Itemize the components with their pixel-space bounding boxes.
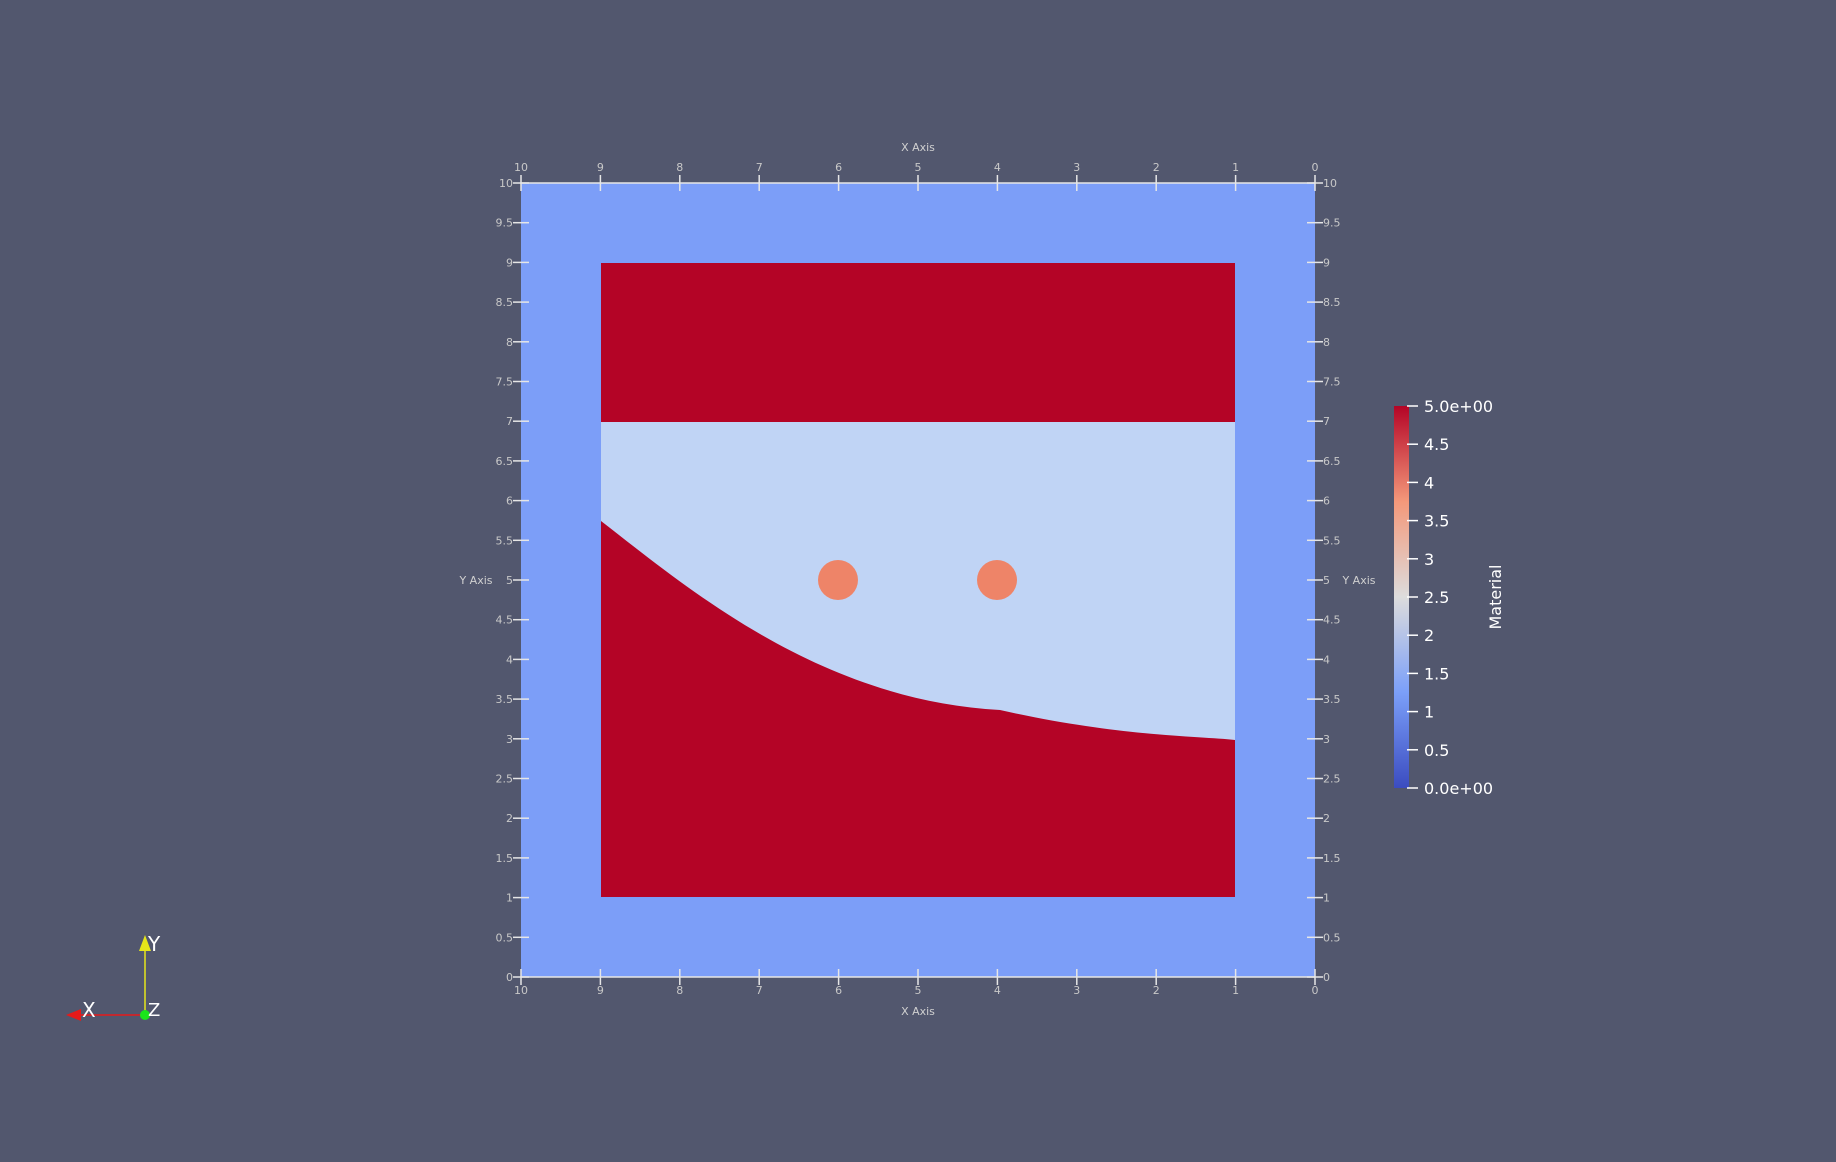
x-tick-label-bottom: 3 <box>1073 984 1080 997</box>
colorbar-tick-label: 2.5 <box>1424 588 1449 607</box>
x-tick-label-top: 3 <box>1073 161 1080 174</box>
x-axis-arrowhead <box>66 1009 81 1021</box>
color-legend: 5.0e+00 4.5 4 3.5 3 2.5 2 1.5 1 0.5 0.0e+00 Materi… <box>1394 397 1505 798</box>
y-tick-label-left: 8 <box>506 336 513 349</box>
y-tick-label-right: 8.5 <box>1323 296 1341 309</box>
colorbar-tick-label: 0.5 <box>1424 741 1449 760</box>
x-tick-label-top: 2 <box>1153 161 1160 174</box>
y-tick-label-left: 4.5 <box>496 614 514 627</box>
y-tick-label-left: 7 <box>506 415 513 428</box>
colorbar-tick-label: 1.5 <box>1424 664 1449 683</box>
y-tick-label-left: 7.5 <box>496 376 514 389</box>
y-tick-label-right: 1 <box>1323 892 1330 905</box>
x-axis-label: X <box>82 998 96 1022</box>
particle-left <box>818 560 858 600</box>
x-tick-label-bottom: 9 <box>597 984 604 997</box>
colorbar <box>1394 406 1409 788</box>
y-tick-label-left: 9.5 <box>496 217 514 230</box>
y-tick-label-left: 2.5 <box>496 773 514 786</box>
y-tick-label-right: 1.5 <box>1323 852 1341 865</box>
x-tick-label-top: 7 <box>756 161 763 174</box>
y-tick-label-left: 6 <box>506 495 513 508</box>
y-tick-label-right: 7.5 <box>1323 376 1341 389</box>
x-tick-label-top: 4 <box>994 161 1001 174</box>
y-tick-label-right: 0 <box>1323 971 1330 984</box>
y-tick-label-left: 1 <box>506 892 513 905</box>
x-axis-title-bottom: X Axis <box>901 1005 935 1018</box>
orientation-axes-widget[interactable]: X Y Z <box>66 932 161 1022</box>
y-tick-label-right: 5.5 <box>1323 534 1341 547</box>
x-tick-label-top: 6 <box>835 161 842 174</box>
x-tick-label-bottom: 10 <box>514 984 528 997</box>
y-tick-label-right: 5 <box>1323 574 1330 587</box>
colorbar-tick-label: 3 <box>1424 550 1434 569</box>
x-tick-label-top: 5 <box>915 161 922 174</box>
y-tick-label-left: 9 <box>506 256 513 269</box>
y-tick-label-left: 0.5 <box>496 931 514 944</box>
y-tick-label-left: 6.5 <box>496 455 514 468</box>
z-axis-label: Z <box>148 1000 160 1021</box>
colorbar-tick-label: 2 <box>1424 626 1434 645</box>
colorbar-tick-label: 4 <box>1424 473 1434 492</box>
y-tick-label-right: 8 <box>1323 336 1330 349</box>
y-tick-label-left: 3 <box>506 733 513 746</box>
colorbar-tick-label: 3.5 <box>1424 512 1449 531</box>
y-axis-title-left: Y Axis <box>458 574 492 587</box>
y-tick-label-left: 2 <box>506 812 513 825</box>
x-tick-label-top: 1 <box>1232 161 1239 174</box>
y-tick-label-right: 4 <box>1323 653 1330 666</box>
y-tick-label-left: 0 <box>506 971 513 984</box>
x-tick-label-bottom: 2 <box>1153 984 1160 997</box>
x-tick-label-bottom: 0 <box>1312 984 1319 997</box>
colorbar-tick-label: 1 <box>1424 703 1434 722</box>
y-tick-label-left: 3.5 <box>496 693 514 706</box>
y-tick-label-left: 4 <box>506 653 513 666</box>
x-tick-label-bottom: 8 <box>676 984 683 997</box>
x-tick-label-top: 9 <box>597 161 604 174</box>
colorbar-ticks: 5.0e+00 4.5 4 3.5 3 2.5 2 1.5 1 0.5 0.0e+00 <box>1407 397 1493 798</box>
x-axis-title-top: X Axis <box>901 141 935 154</box>
x-tick-label-top: 8 <box>676 161 683 174</box>
y-tick-label-right: 2 <box>1323 812 1330 825</box>
y-axis-arrowhead <box>139 935 151 951</box>
y-axis-title-right: Y Axis <box>1341 574 1375 587</box>
x-tick-label-top: 0 <box>1312 161 1319 174</box>
y-tick-label-right: 6 <box>1323 495 1330 508</box>
colorbar-tick-label: 5.0e+00 <box>1424 397 1493 416</box>
colorbar-tick-label: 4.5 <box>1424 435 1449 454</box>
y-tick-label-right: 0.5 <box>1323 931 1341 944</box>
y-axis-label: Y <box>147 932 161 956</box>
y-tick-label-right: 7 <box>1323 415 1330 428</box>
colorbar-title: Material <box>1486 565 1505 630</box>
particle-right <box>977 560 1017 600</box>
y-tick-label-right: 9.5 <box>1323 217 1341 230</box>
x-tick-label-bottom: 6 <box>835 984 842 997</box>
y-tick-label-right: 3 <box>1323 733 1330 746</box>
x-tick-label-bottom: 5 <box>915 984 922 997</box>
x-tick-label-bottom: 4 <box>994 984 1001 997</box>
y-tick-label-right: 10 <box>1323 177 1337 190</box>
y-tick-label-right: 6.5 <box>1323 455 1341 468</box>
y-tick-label-left: 10 <box>499 177 513 190</box>
x-tick-label-top: 10 <box>514 161 528 174</box>
bottom-red-region <box>601 521 1235 897</box>
y-tick-label-left: 5.5 <box>496 534 514 547</box>
z-axis-marker <box>140 1010 150 1020</box>
top-red-band <box>601 263 1235 422</box>
colorbar-tick-label: 0.0e+00 <box>1424 779 1493 798</box>
x-tick-label-bottom: 1 <box>1232 984 1239 997</box>
y-tick-label-right: 9 <box>1323 256 1330 269</box>
x-tick-label-bottom: 7 <box>756 984 763 997</box>
y-tick-label-left: 1.5 <box>496 852 514 865</box>
y-tick-label-right: 3.5 <box>1323 693 1341 706</box>
material-plot <box>521 183 1315 977</box>
y-tick-label-left: 8.5 <box>496 296 514 309</box>
y-tick-label-right: 4.5 <box>1323 614 1341 627</box>
y-tick-label-left: 5 <box>506 574 513 587</box>
y-tick-label-right: 2.5 <box>1323 773 1341 786</box>
